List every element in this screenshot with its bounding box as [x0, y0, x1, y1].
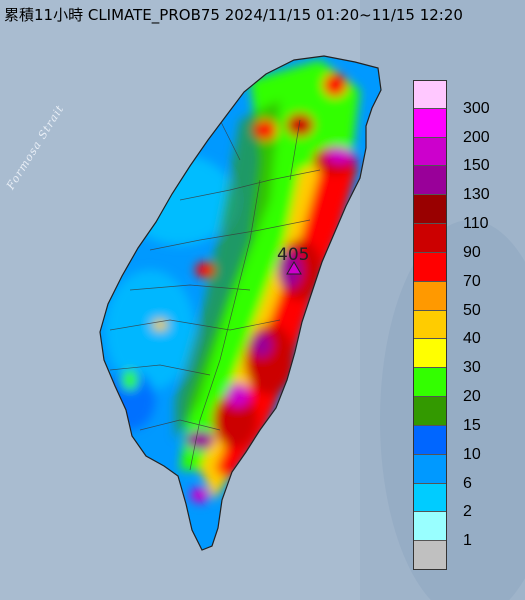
max-value-label: 405	[277, 245, 310, 265]
legend-swatch	[413, 310, 447, 340]
legend-label: 110	[463, 215, 489, 233]
legend-swatch	[413, 166, 447, 196]
legend-label: 10	[463, 445, 481, 463]
legend-label: 30	[463, 359, 481, 377]
legend-label: 6	[463, 474, 472, 492]
legend-swatch	[413, 425, 447, 455]
legend-swatch	[413, 252, 447, 282]
legend-swatch	[413, 541, 447, 570]
legend-label: 20	[463, 388, 481, 406]
legend-swatch	[413, 339, 447, 369]
legend-swatch	[413, 281, 447, 311]
legend-swatch	[413, 512, 447, 542]
legend-swatch	[413, 454, 447, 484]
legend-swatch	[413, 397, 447, 426]
legend-swatch	[413, 108, 447, 138]
legend-swatch	[413, 483, 447, 513]
legend-swatch	[413, 137, 447, 167]
legend-label: 1	[463, 532, 472, 550]
legend-label: 15	[463, 416, 481, 434]
max-rainfall-marker	[286, 261, 302, 275]
legend-swatch	[413, 224, 447, 253]
legend-swatch	[413, 80, 447, 109]
county-boundaries	[109, 119, 321, 471]
legend-label: 200	[463, 128, 490, 146]
taiwan-coastline	[99, 55, 382, 551]
legend-label: 90	[463, 243, 481, 261]
legend-label: 50	[463, 301, 481, 319]
legend-swatch	[413, 195, 447, 225]
legend-swatch	[413, 368, 447, 398]
legend-label: 70	[463, 272, 481, 290]
legend-label: 150	[463, 157, 490, 175]
legend-label: 2	[463, 503, 472, 521]
legend-label: 130	[463, 186, 490, 204]
color-legend: 300 200 150 130 110 90 70 50 40 30 20 15 10 6 2 1	[413, 80, 518, 570]
legend-label: 300	[463, 99, 490, 117]
map-title: 累積11小時 CLIMATE_PROB75 2024/11/15 01:20~1…	[4, 6, 463, 24]
legend-label: 40	[463, 330, 481, 348]
